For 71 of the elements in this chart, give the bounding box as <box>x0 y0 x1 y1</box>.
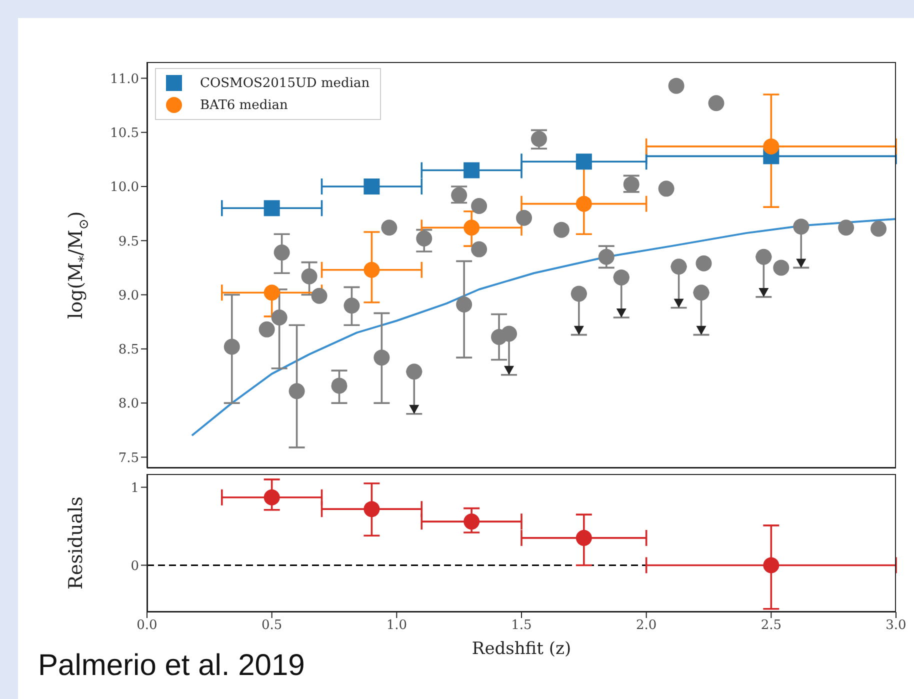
y-tick-label: 11.0 <box>110 72 139 87</box>
line-series <box>190 218 896 437</box>
point <box>364 262 380 278</box>
point <box>464 514 480 530</box>
x-tick-label: 1.5 <box>511 618 532 634</box>
point <box>456 296 472 313</box>
y-tick-label: 0 <box>130 558 139 574</box>
point <box>406 364 422 380</box>
point <box>258 321 275 338</box>
point <box>374 350 390 366</box>
y-tick-label: 9.0 <box>118 288 139 304</box>
point <box>364 178 380 195</box>
y-tick-label: 1 <box>130 480 139 496</box>
point <box>576 530 592 546</box>
y-tick-label: 8.0 <box>118 396 139 412</box>
point <box>613 269 630 286</box>
point <box>264 489 280 506</box>
point <box>224 338 240 355</box>
point <box>870 220 887 237</box>
point <box>530 130 547 147</box>
point <box>763 557 780 574</box>
x-tick-label: 2.0 <box>636 618 657 634</box>
point <box>416 230 432 246</box>
point <box>708 95 724 112</box>
y-tick-label: 10.5 <box>110 126 139 141</box>
point <box>516 210 532 226</box>
point <box>570 286 587 302</box>
y-tick-label: 7.5 <box>118 450 139 466</box>
point <box>576 196 592 212</box>
point <box>381 220 398 236</box>
point <box>668 78 684 94</box>
y-tick-label: 10.0 <box>110 180 139 196</box>
point <box>693 284 710 301</box>
text: Palmerio et al. 2019 <box>38 649 305 683</box>
x-tick-label: 0.0 <box>136 618 158 634</box>
point <box>364 501 380 518</box>
point <box>264 200 280 216</box>
point <box>464 162 480 178</box>
point <box>501 326 518 342</box>
point <box>553 222 570 238</box>
legend-label: BAT6 median <box>200 98 288 112</box>
point <box>670 258 687 275</box>
point <box>464 220 480 236</box>
point <box>838 220 854 236</box>
point <box>576 154 592 170</box>
x-tick-label: 0.5 <box>261 618 282 634</box>
point <box>763 138 780 154</box>
x-tick-label: 1.0 <box>386 618 408 634</box>
point <box>264 284 280 301</box>
point <box>471 198 488 214</box>
y-axis-title: Residuals <box>64 496 87 590</box>
point <box>331 378 348 394</box>
x-axis-title: Redshfit (z) <box>472 639 572 660</box>
point <box>301 268 318 284</box>
point <box>756 248 772 265</box>
point <box>598 248 614 265</box>
point <box>658 180 674 197</box>
point <box>311 288 328 304</box>
point <box>773 260 790 276</box>
x-tick-label: 3.0 <box>886 618 906 634</box>
point <box>271 310 288 326</box>
y-tick-label: 8.5 <box>118 342 139 358</box>
point <box>471 241 488 258</box>
point <box>696 255 712 272</box>
legend-label: COSMOS2015UD median <box>200 76 370 90</box>
point <box>793 218 810 235</box>
y-tick-label: 9.5 <box>118 234 139 250</box>
point <box>274 244 290 261</box>
point <box>288 383 305 400</box>
point <box>344 298 360 314</box>
x-tick-label: 2.5 <box>760 618 782 634</box>
